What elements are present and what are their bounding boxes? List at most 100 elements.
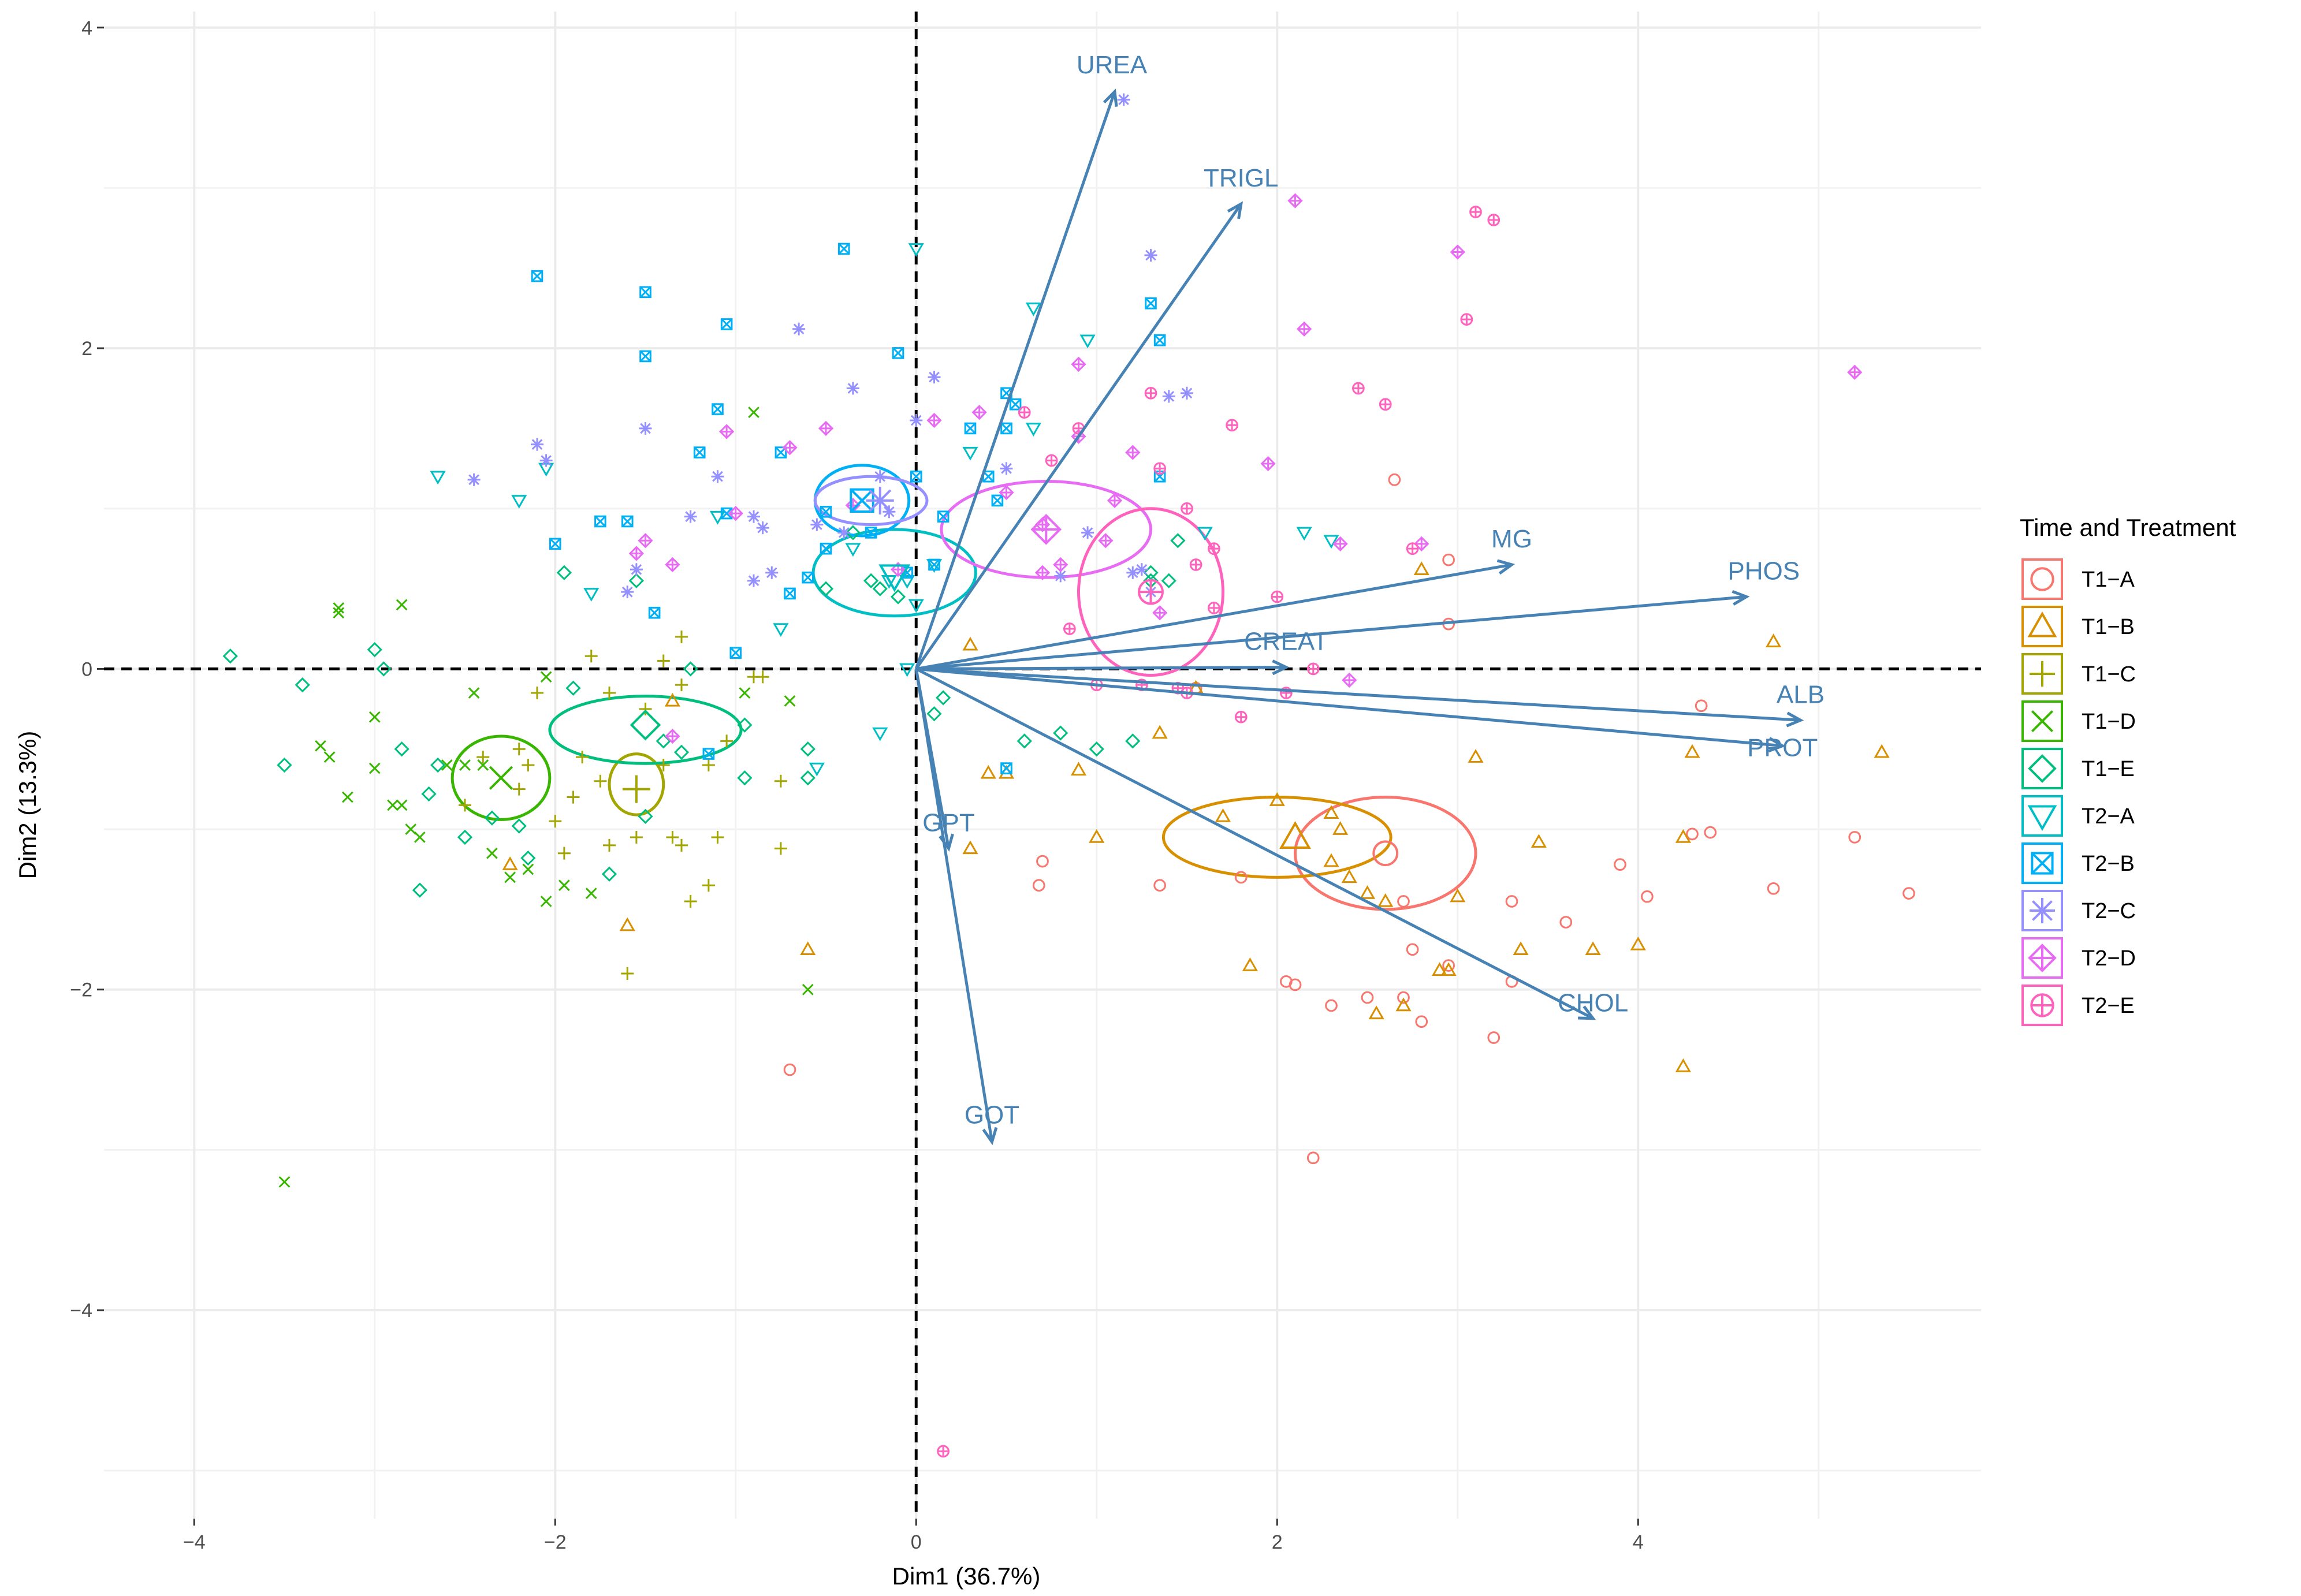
shape-stroke <box>712 403 724 415</box>
point-T2−A <box>1197 527 1213 541</box>
shape-stroke <box>541 455 552 466</box>
centroid-T1−D <box>489 766 513 790</box>
shape-stroke <box>278 1176 291 1188</box>
point-T1−D <box>522 863 534 875</box>
point-T1−A <box>1153 879 1166 892</box>
point-T2−E <box>937 1445 950 1458</box>
point-T1−A <box>1289 978 1302 991</box>
arrow-label-chol: CHOL <box>1558 989 1628 1017</box>
shape-stroke <box>468 474 479 486</box>
shape-stroke <box>594 516 606 527</box>
point-T2−B <box>549 538 561 550</box>
shape-outline <box>2030 567 2054 591</box>
shape-outline <box>630 709 661 741</box>
point-T1−E <box>222 648 238 664</box>
shape-outline <box>820 505 832 518</box>
shape-stroke <box>802 572 814 583</box>
point-T1−D <box>748 407 759 419</box>
point-T1−E <box>1161 573 1176 588</box>
point-T1−B <box>619 917 635 931</box>
point-T2−D <box>1847 364 1863 380</box>
point-T2−D <box>728 505 743 521</box>
point-T1−E <box>628 573 644 588</box>
point-T2−C <box>1181 386 1193 400</box>
point-T1−A <box>1361 991 1374 1004</box>
shape-stroke <box>333 607 345 619</box>
shape-outline <box>1397 991 1410 1004</box>
point-T2−A <box>962 446 978 461</box>
shape-outline <box>412 882 427 898</box>
legend-key-symbol <box>2027 611 2057 637</box>
point-T2−B <box>802 571 814 584</box>
shape-outline <box>1406 943 1419 956</box>
shape-outline <box>430 757 446 773</box>
y-tick-label: 2 <box>81 338 92 360</box>
shape-outline <box>1323 853 1339 867</box>
shape-outline <box>837 243 850 255</box>
shape-stroke <box>504 871 516 883</box>
legend-key-symbol <box>2030 993 2054 1017</box>
shape-outline <box>2028 754 2057 783</box>
shape-outline <box>1372 840 1399 867</box>
point-T2−A <box>845 543 861 557</box>
shape-outline <box>1089 741 1104 757</box>
point-T2−B <box>837 243 850 255</box>
point-T2−C <box>467 473 481 486</box>
shape-outline <box>2031 852 2054 875</box>
shape-stroke <box>929 371 940 383</box>
shape-outline <box>926 706 942 722</box>
x-tick-label: 4 <box>1633 1531 1644 1553</box>
legend-label: T1−D <box>2082 710 2136 734</box>
shape-outline <box>881 575 897 589</box>
point-T2−E <box>1487 214 1501 226</box>
point-T1−A <box>1442 959 1455 972</box>
shape-stroke <box>531 439 543 450</box>
point-T1−D <box>368 762 381 774</box>
shape-outline <box>511 818 527 834</box>
point-T1−A <box>1406 943 1419 956</box>
shape-outline <box>820 542 832 555</box>
point-T1−A <box>1036 855 1049 868</box>
point-T1−E <box>1089 741 1104 757</box>
y-axis-title: Dim2 (13.3%) <box>14 731 41 879</box>
point-T1−E <box>412 882 427 898</box>
centroid-T1−B <box>1279 821 1311 849</box>
shape-outline <box>1585 941 1601 956</box>
shape-outline <box>899 663 915 677</box>
shape-outline <box>457 829 473 845</box>
legend: Time and Treatment T1−A T1−B T1−C T1−D T1−E T… <box>2020 514 2236 1026</box>
shape-stroke <box>639 286 651 298</box>
legend-label: T2−C <box>2082 899 2136 923</box>
point-T1−B <box>1874 744 1890 758</box>
point-T1−E <box>394 741 409 757</box>
point-T1−D <box>323 751 336 763</box>
shape-stroke <box>838 243 850 255</box>
y-tick-label: 4 <box>81 17 92 39</box>
shape-stroke <box>396 599 408 611</box>
point-T2−B <box>928 558 940 571</box>
point-T2−B <box>1153 334 1166 346</box>
point-T2−B <box>964 422 977 435</box>
point-T2−B <box>693 446 706 458</box>
point-T1−C <box>675 630 688 643</box>
point-T2−C <box>747 574 760 587</box>
point-T2−D <box>1450 244 1465 260</box>
point-T2−E <box>1234 710 1248 724</box>
shape-outline <box>1874 744 1890 758</box>
point-T2−D <box>926 412 942 428</box>
legend-label: T1−E <box>2082 757 2135 781</box>
shape-outline <box>1397 895 1410 908</box>
point-T2−A <box>809 762 825 777</box>
point-T2−E <box>1469 206 1482 218</box>
shape-outline <box>1325 999 1338 1012</box>
point-T2−E <box>1018 406 1031 419</box>
point-T1−E <box>818 581 834 596</box>
point-T2−D <box>665 557 680 573</box>
shape-outline <box>1306 1151 1320 1165</box>
point-T2−D <box>1260 456 1276 472</box>
point-T1−E <box>484 810 500 826</box>
point-T2−D <box>638 533 653 549</box>
point-T2−A <box>908 599 924 613</box>
shape-stroke <box>640 423 651 434</box>
shape-outline <box>628 573 644 588</box>
